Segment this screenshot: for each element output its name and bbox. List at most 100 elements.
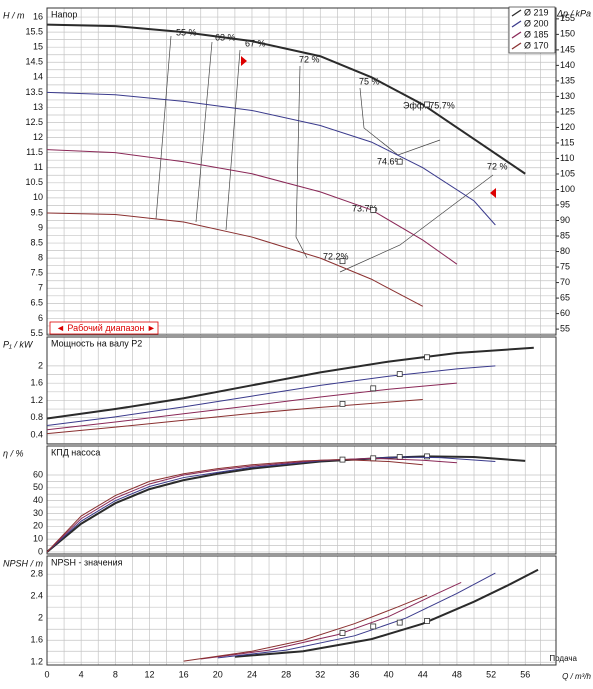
y2-tick-label: 55 [560,323,570,333]
y-tick-label: 8 [38,253,43,263]
panel-frame [46,336,557,445]
curve [46,149,458,265]
curve [46,365,496,426]
annotation: 74.6% [377,156,403,166]
y2-tick-label: 110 [560,153,574,163]
y2-tick-label: 115 [560,137,574,147]
x-tick-label: 40 [384,669,394,679]
y2-tick-label: 130 [560,91,575,101]
duty-point [339,258,346,265]
iso-line [225,49,241,231]
y-tick-label: 1.6 [30,378,43,388]
y2-tick-label: 140 [560,60,575,70]
duty-point [424,453,430,460]
y-tick-label: 30 [33,508,43,518]
curve [46,455,526,553]
iso-line [195,41,213,223]
iso-line [339,174,494,273]
y2-tick-label: 90 [560,215,570,225]
iso-line [295,65,308,259]
x-tick-label: 24 [247,669,257,679]
curve [46,212,424,307]
y-tick-label: 40 [33,495,43,505]
x-tick-label: 0 [44,669,49,679]
iso-efficiency-lines [155,35,494,273]
y2-tick-label: 150 [560,29,575,39]
annotation: 72 % [487,161,508,171]
y2-tick-label: 100 [560,184,575,194]
y-tick-label: 20 [33,521,43,531]
legend-label: Ø 185 [524,29,549,39]
x-tick-label: 56 [520,669,530,679]
y-tick-label: 6 [38,313,43,323]
y-tick-label: 10 [33,533,43,543]
y2-tick-label: 85 [560,230,570,240]
x-tick-label: 20 [213,669,223,679]
y-tick-label: 2 [38,360,43,370]
panel-title: КПД насоса [51,447,100,457]
legend-label: Ø 170 [524,40,549,50]
duty-point [370,385,377,392]
x-tick-label: 32 [315,669,325,679]
y-tick-label: 15.5 [25,26,43,36]
legend-swatch [511,31,522,39]
duty-point [396,619,403,626]
annotation: 67 % [245,38,266,48]
duty-point [370,455,377,462]
y-tick-label: 50 [33,482,43,492]
grid [46,8,556,665]
x-tick-label: 48 [452,669,462,679]
y2-tick-label: 105 [560,168,575,178]
y-tick-label: 0 [38,546,43,556]
y-tick-label: 10.5 [25,177,43,187]
y-tick-label: 15 [33,42,43,52]
y-tick-label: 9.5 [30,207,43,217]
curve [46,399,423,435]
y-tick-label: 8.5 [30,237,43,247]
x-tick-label: 16 [179,669,189,679]
y-tick-label: 7.5 [30,268,43,278]
annotation: 72 % [299,54,320,64]
range-marker [241,56,247,66]
y2-tick-label: 60 [560,308,570,318]
legend-swatch [511,9,522,17]
y-tick-label: 11 [34,162,43,172]
duty-point [424,354,430,361]
y2-tick-label: 125 [560,106,575,116]
annotation: 75 % [359,76,380,86]
duty-point [396,371,403,378]
y-tick-label: 16 [33,11,43,21]
curve [46,23,526,175]
annotation: 73.7% [352,203,378,213]
curve [46,457,457,553]
x-tick-label: 4 [79,669,84,679]
duty-point [396,158,403,165]
duty-point [424,101,430,108]
duty-point [339,630,346,636]
y2-tick-label: 80 [560,246,570,256]
curve [46,91,496,226]
curve [183,594,428,662]
y-tick-label: 7 [38,283,43,293]
panel-frame [46,7,557,336]
x-tick-label: 12 [144,669,154,679]
x-tick-label: 8 [113,669,118,679]
legend-label: Ø 200 [524,18,549,28]
curve [217,572,496,659]
x-axis-label: Q / m³/h [562,672,591,681]
curve [46,456,496,553]
y2-tick-label: 75 [560,261,570,271]
y2-tick-label: 65 [560,292,570,302]
y-axis-label: H / m [3,10,25,20]
y-tick-label: 2 [38,613,43,623]
y2-tick-label: 70 [560,277,570,287]
curve [46,382,457,431]
y-tick-label: 13 [33,102,43,112]
y-tick-label: 14 [33,72,43,82]
legend-swatch [511,20,522,28]
y-tick-label: 5.5 [30,328,43,338]
y-axis-label: η / % [3,448,24,458]
y-tick-label: 9 [38,222,43,232]
y-tick-label: 0.8 [30,412,43,422]
